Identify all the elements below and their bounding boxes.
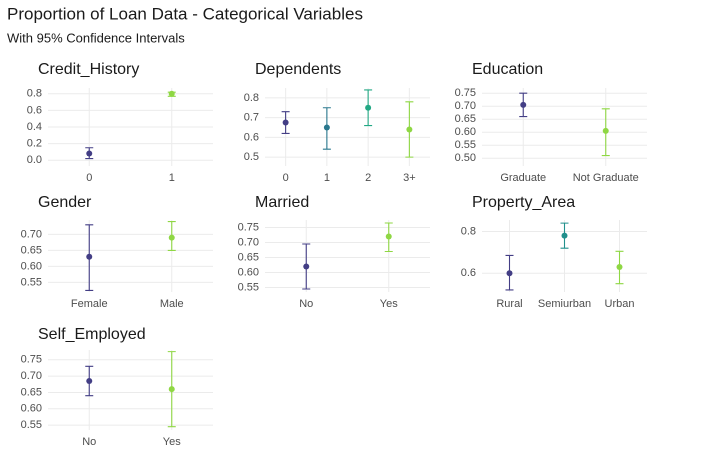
- point: [168, 234, 175, 241]
- y-tick-label: 0.70: [238, 236, 259, 248]
- panel-title: Gender: [38, 194, 92, 211]
- point: [616, 263, 623, 270]
- point: [86, 253, 93, 260]
- y-tick-label: 0.70: [21, 228, 42, 240]
- x-tick-label: 0: [283, 172, 289, 184]
- y-tick-label: 0.6: [244, 131, 259, 143]
- y-tick-label: 0.60: [455, 126, 476, 138]
- y-tick-label: 0.75: [21, 354, 42, 366]
- x-tick-label: Female: [71, 298, 108, 310]
- point: [168, 90, 175, 97]
- x-tick-label: No: [299, 298, 313, 310]
- x-tick-label: Rural: [496, 298, 522, 310]
- y-tick-label: 0.65: [21, 386, 42, 398]
- x-tick-label: Urban: [605, 298, 635, 310]
- point: [365, 104, 372, 111]
- point: [303, 263, 310, 270]
- x-tick-label: No: [82, 436, 96, 448]
- point: [86, 150, 93, 157]
- y-tick-label: 0.5: [244, 151, 259, 163]
- point: [520, 101, 527, 108]
- y-tick-label: 0.0: [27, 154, 42, 166]
- y-tick-label: 0.60: [238, 266, 259, 278]
- panel-title: Married: [255, 194, 309, 211]
- panel-title: Property_Area: [472, 194, 575, 211]
- point: [282, 119, 289, 126]
- y-tick-label: 0.55: [238, 281, 259, 293]
- point: [168, 386, 175, 393]
- y-tick-label: 0.8: [461, 225, 476, 237]
- x-tick-label: Yes: [380, 298, 398, 310]
- y-tick-label: 0.6: [461, 267, 476, 279]
- panel-title: Education: [472, 61, 543, 78]
- point: [406, 126, 413, 133]
- y-tick-label: 0.7: [244, 112, 259, 124]
- y-tick-label: 0.8: [27, 88, 42, 100]
- point: [561, 232, 568, 239]
- x-tick-label: 3+: [403, 172, 416, 184]
- point: [86, 378, 93, 385]
- y-tick-label: 0.55: [21, 419, 42, 431]
- point: [506, 270, 513, 277]
- panel-title: Dependents: [255, 61, 341, 78]
- x-tick-label: Male: [160, 298, 184, 310]
- panel-title: Credit_History: [38, 61, 139, 78]
- y-tick-label: 0.8: [244, 92, 259, 104]
- y-tick-label: 0.70: [455, 100, 476, 112]
- chart-subtitle: With 95% Confidence Intervals: [7, 30, 185, 45]
- x-tick-label: 1: [324, 172, 330, 184]
- x-tick-label: 0: [86, 172, 92, 184]
- x-tick-label: Semiurban: [538, 298, 591, 310]
- y-tick-label: 0.60: [21, 403, 42, 415]
- y-tick-label: 0.65: [455, 113, 476, 125]
- x-tick-label: 2: [365, 172, 371, 184]
- y-tick-label: 0.65: [238, 251, 259, 263]
- point: [323, 124, 330, 131]
- y-tick-label: 0.55: [455, 139, 476, 151]
- y-tick-label: 0.75: [455, 87, 476, 99]
- panel-title: Self_Employed: [38, 326, 146, 343]
- y-tick-label: 0.4: [27, 121, 42, 133]
- y-tick-label: 0.60: [21, 260, 42, 272]
- y-tick-label: 0.65: [21, 244, 42, 256]
- point: [385, 233, 392, 240]
- y-tick-label: 0.75: [238, 221, 259, 233]
- y-tick-label: 0.2: [27, 138, 42, 150]
- x-tick-label: 1: [169, 172, 175, 184]
- y-tick-label: 0.6: [27, 104, 42, 116]
- point: [602, 127, 609, 134]
- y-tick-label: 0.70: [21, 370, 42, 382]
- y-tick-label: 0.50: [455, 152, 476, 164]
- y-tick-label: 0.55: [21, 276, 42, 288]
- x-tick-label: Not Graduate: [573, 172, 639, 184]
- x-tick-label: Graduate: [500, 172, 546, 184]
- x-tick-label: Yes: [163, 436, 181, 448]
- chart-title: Proportion of Loan Data - Categorical Va…: [7, 4, 363, 23]
